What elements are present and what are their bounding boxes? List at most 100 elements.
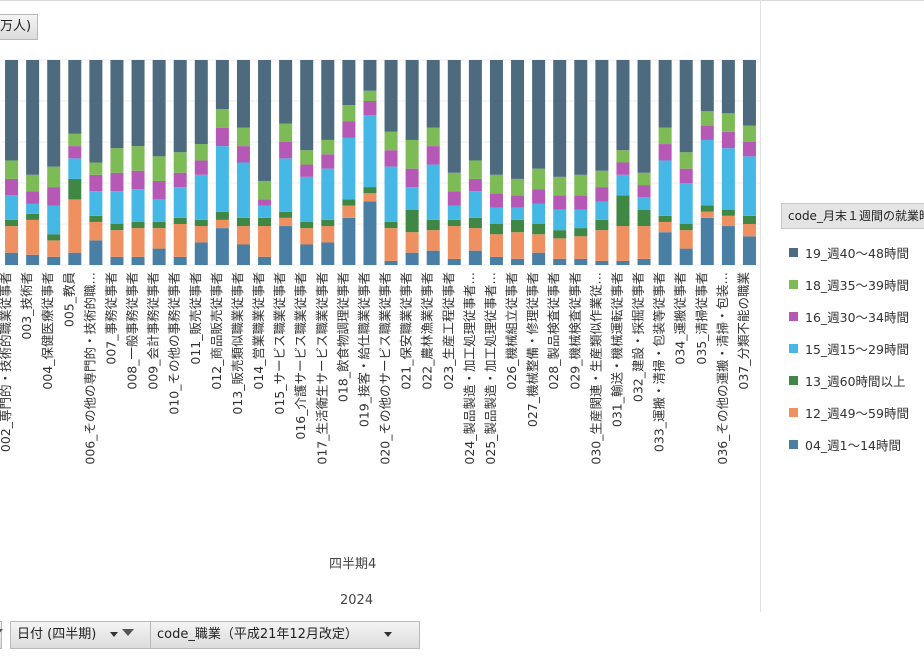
bar-segment[interactable] [532,60,546,169]
bar-segment[interactable] [426,127,440,147]
bar-segment[interactable] [700,217,714,265]
bar-segment[interactable] [258,217,272,227]
bar-segment[interactable] [553,258,567,265]
bar-segment[interactable] [47,234,61,241]
bar-segment[interactable] [279,123,293,142]
bar-segment[interactable] [426,146,440,165]
bar-segment[interactable] [131,146,145,171]
legend-item[interactable]: 15_週15～29時間 [789,332,924,364]
bar-segment[interactable] [595,230,609,261]
bar-segment[interactable] [110,191,124,224]
bar-segment[interactable] [279,142,293,159]
bar-segment[interactable] [47,187,61,206]
bar-segment[interactable] [152,156,166,181]
bar-segment[interactable] [384,260,398,265]
bar-segment[interactable] [300,176,314,222]
bar-segment[interactable] [700,211,714,218]
bar-segment[interactable] [342,199,356,206]
bar-segment[interactable] [447,60,461,173]
bar-segment[interactable] [574,228,588,237]
bar-segment[interactable] [658,215,672,222]
bar-segment[interactable] [616,260,630,265]
bar-segment[interactable] [511,219,525,233]
bar-segment[interactable] [363,101,377,116]
bar-segment[interactable] [152,180,166,200]
bar-segment[interactable] [511,258,525,265]
bar-segment[interactable] [700,139,714,206]
bar-segment[interactable] [152,60,166,157]
bar-segment[interactable] [215,60,229,110]
bar-segment[interactable] [679,183,693,224]
bar-segment[interactable] [574,258,588,265]
legend-item[interactable]: 18_週35～39時間 [789,268,924,300]
bar-segment[interactable] [173,60,187,153]
bar-segment[interactable] [679,224,693,231]
bar-segment[interactable] [468,160,482,179]
bar-segment[interactable] [68,146,82,159]
bar-segment[interactable] [300,244,314,266]
bar-segment[interactable] [595,60,609,171]
bar-segment[interactable] [511,195,525,208]
bar-segment[interactable] [68,133,82,147]
bar-segment[interactable] [595,201,609,220]
bar-segment[interactable] [321,242,335,265]
bar-segment[interactable] [258,199,272,206]
bar-segment[interactable] [152,221,166,229]
bar-segment[interactable] [342,137,356,200]
bar-segment[interactable] [47,205,61,235]
bar-segment[interactable] [574,195,588,210]
bar-segment[interactable] [173,172,187,188]
bar-segment[interactable] [194,174,208,220]
bar-segment[interactable] [532,203,546,225]
bar-segment[interactable] [236,217,250,227]
bar-segment[interactable] [489,224,503,235]
bar-segment[interactable] [321,139,335,155]
bar-segment[interactable] [236,226,250,245]
bar-segment[interactable] [321,168,335,220]
bar-segment[interactable] [68,60,82,134]
bar-segment[interactable] [700,205,714,212]
bar-segment[interactable] [47,166,61,188]
bar-segment[interactable] [236,127,250,147]
bar-segment[interactable] [742,60,756,126]
bar-segment[interactable] [616,226,630,261]
bar-segment[interactable] [405,209,419,233]
bar-segment[interactable] [637,209,651,227]
bar-segment[interactable] [47,240,61,257]
bar-segment[interactable] [658,160,672,216]
bar-segment[interactable] [405,60,419,140]
bar-segment[interactable] [553,176,567,196]
bar-segment[interactable] [679,168,693,183]
bar-segment[interactable] [468,217,482,229]
bar-segment[interactable] [279,158,293,212]
bar-segment[interactable] [658,144,672,161]
bar-segment[interactable] [5,219,19,227]
bar-segment[interactable] [637,172,651,186]
bar-segment[interactable] [215,211,229,220]
bar-segment[interactable] [131,189,145,222]
bar-segment[interactable] [26,203,40,214]
bar-segment[interactable] [679,60,693,153]
bar-segment[interactable] [5,252,19,265]
bar-segment[interactable] [258,205,272,218]
bar-segment[interactable] [426,250,440,265]
bar-segment[interactable] [721,209,735,216]
bar-segment[interactable] [363,90,377,101]
bar-segment[interactable] [89,162,103,175]
bar-segment[interactable] [511,207,525,220]
bar-segment[interactable] [658,232,672,265]
bar-segment[interactable] [131,60,145,147]
bar-segment[interactable] [532,224,546,235]
bar-segment[interactable] [721,226,735,265]
bar-segment[interactable] [89,221,103,241]
bar-segment[interactable] [236,60,250,128]
bar-segment[interactable] [342,60,356,106]
bar-segment[interactable] [342,217,356,265]
bar-segment[interactable] [26,174,40,192]
bar-segment[interactable] [721,148,735,210]
bar-segment[interactable] [426,60,440,128]
legend-item[interactable]: 04_週1～14時間 [789,428,924,460]
bar-segment[interactable] [110,60,124,149]
bar-segment[interactable] [595,260,609,265]
bar-segment[interactable] [405,168,419,188]
